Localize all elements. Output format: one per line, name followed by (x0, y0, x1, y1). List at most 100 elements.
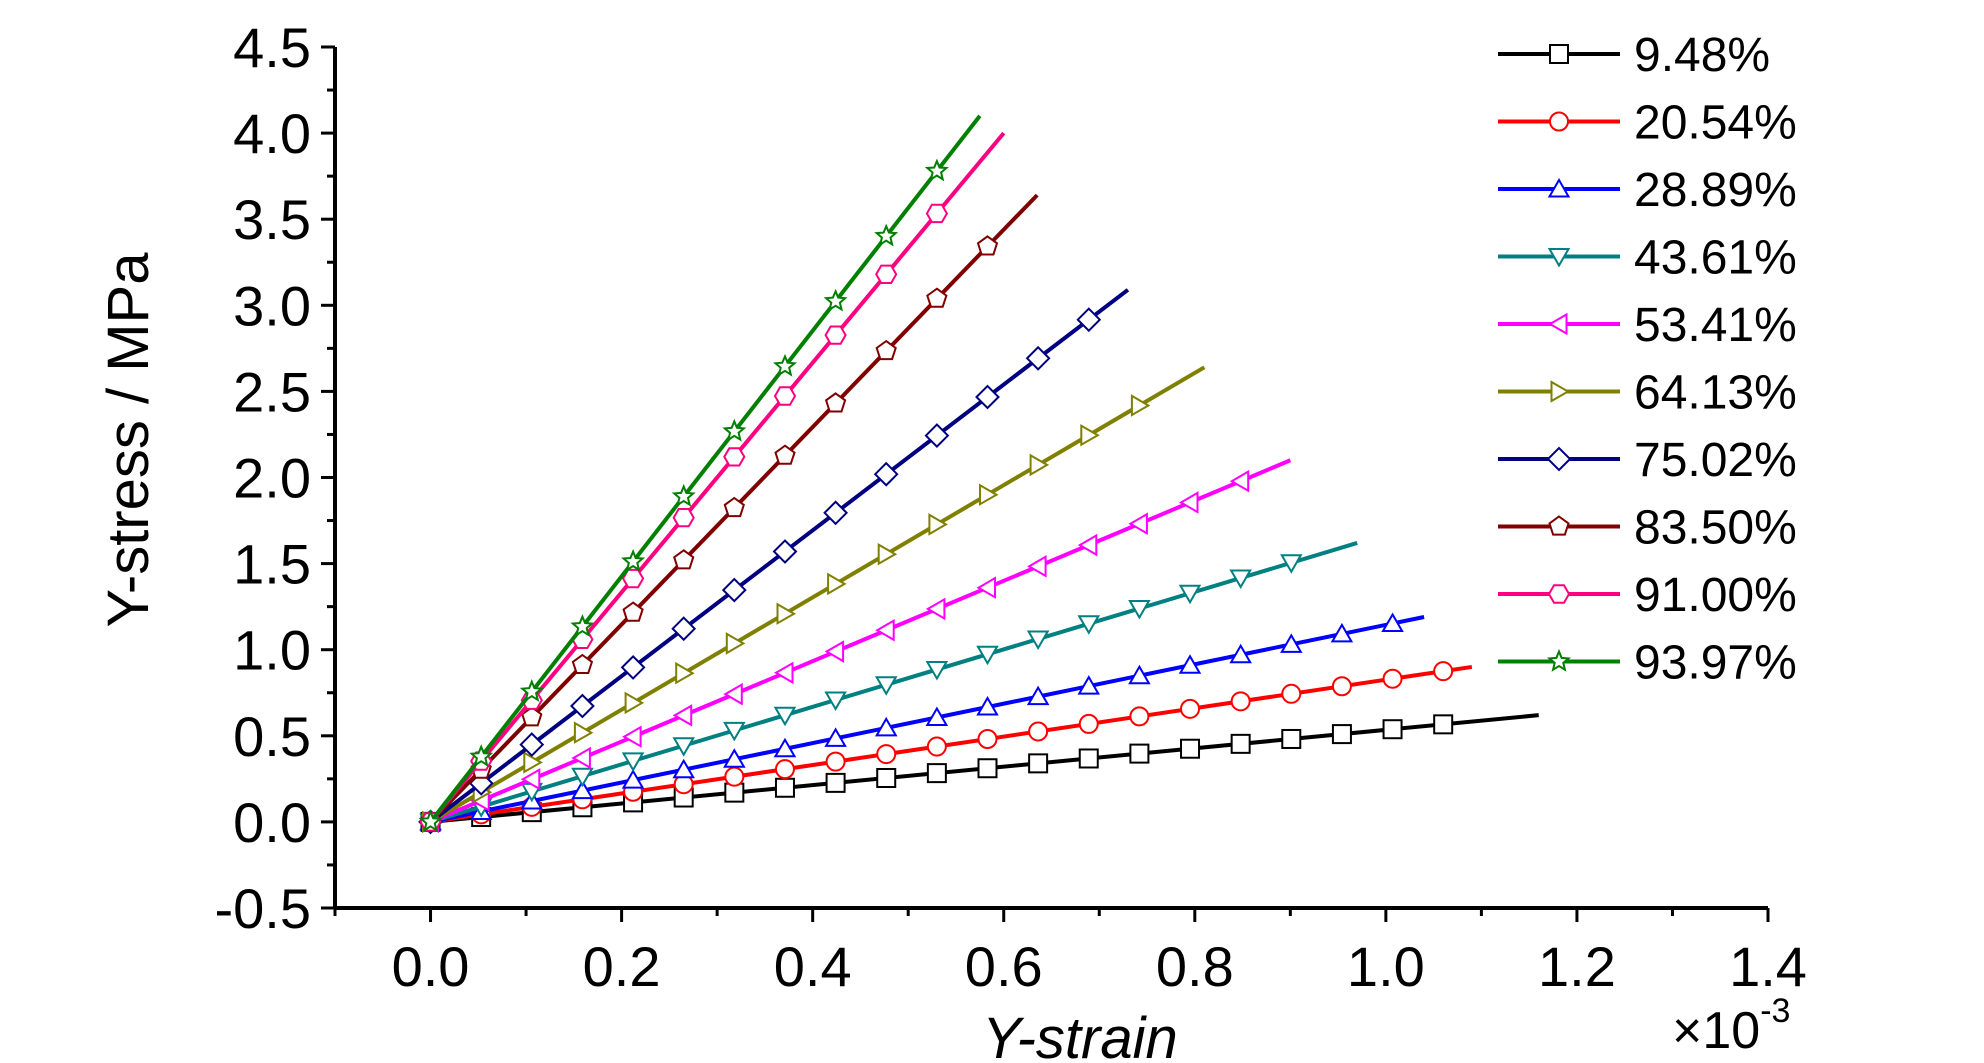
data-point-marker (824, 727, 847, 747)
data-point-marker (1028, 721, 1049, 742)
x-multiplier-exponent: -3 (1760, 992, 1790, 1030)
data-point-marker (874, 223, 899, 247)
data-point-marker (1433, 661, 1454, 682)
series-43.61% (419, 541, 1358, 833)
data-point-marker (1128, 512, 1148, 536)
data-point-marker (773, 706, 797, 727)
data-point-marker (979, 483, 999, 506)
data-point-marker (925, 597, 946, 621)
legend-label: 93.97% (1634, 637, 1797, 690)
data-point-marker (1433, 714, 1454, 735)
data-point-marker (925, 203, 949, 224)
x-tick-label: 0.4 (774, 935, 852, 998)
data-point-marker (672, 737, 695, 757)
data-point-marker (521, 706, 543, 727)
legend-label: 28.89% (1634, 164, 1797, 217)
data-point-marker (1080, 423, 1100, 447)
series-line (430, 615, 1425, 824)
data-point-marker (1281, 683, 1302, 704)
data-point-marker (723, 496, 745, 518)
data-point-marker (1077, 615, 1101, 635)
legend-item: 75.02% (1498, 434, 1797, 487)
data-point-marker (823, 500, 849, 526)
series-83.50% (419, 193, 1039, 831)
data-point-marker (977, 729, 998, 750)
data-point-marker (1330, 622, 1354, 643)
data-point-marker (1129, 743, 1150, 764)
data-point-marker (1381, 612, 1404, 632)
data-point-marker (774, 661, 794, 685)
data-point-marker (1077, 675, 1101, 695)
legend: 9.48% 20.54% 28.89% 43.61% 53.41% 64.13% 75.02… (1498, 29, 1797, 690)
data-point-marker (1179, 491, 1199, 514)
data-point-marker (1382, 668, 1403, 689)
data-point-marker (874, 676, 898, 696)
data-point-marker (1025, 345, 1051, 371)
data-point-marker (1547, 312, 1568, 336)
x-tick-label: 0.6 (965, 935, 1043, 998)
series-line (428, 131, 1006, 824)
data-point-marker (925, 661, 949, 681)
data-point-marker (825, 751, 846, 772)
data-point-marker (823, 288, 848, 312)
data-point-marker (1550, 380, 1571, 403)
legend-item: 9.48% (1498, 29, 1770, 82)
legend-item: 93.97% (1498, 637, 1797, 690)
data-point-marker (773, 353, 797, 377)
data-point-marker (672, 508, 695, 528)
data-point-marker (774, 759, 795, 780)
data-point-marker (1281, 728, 1302, 749)
data-point-marker (571, 653, 594, 674)
data-point-marker (622, 725, 642, 748)
x-tick-label: 0.2 (583, 935, 661, 998)
data-point-marker (418, 809, 443, 833)
data-point-marker (469, 744, 494, 768)
series-line (429, 365, 1206, 824)
series-93.97% (418, 114, 982, 833)
data-point-marker (1549, 111, 1569, 132)
data-point-marker (675, 661, 695, 685)
y-tick-label: 4.0 (233, 102, 311, 165)
data-point-marker (773, 386, 797, 406)
legend-label: 9.48% (1634, 29, 1770, 82)
data-point-marker (1027, 555, 1047, 578)
y-tick-label: 3.5 (233, 188, 311, 251)
data-point-marker (1077, 533, 1098, 557)
data-point-marker (1128, 664, 1151, 685)
x-axis-multiplier: ×10-3 (1672, 992, 1790, 1060)
legend-label: 83.50% (1634, 502, 1797, 555)
x-multiplier-base: ×10 (1672, 1002, 1760, 1060)
series-75.02% (418, 288, 1130, 835)
data-point-marker (924, 423, 950, 449)
data-point-marker (875, 339, 897, 361)
data-point-marker (571, 767, 594, 788)
axes: -0.5 0.0 0.5 1.0 1.5 2.0 2.5 3.0 3.5 4.0 4.5 0.0 0.2… (215, 16, 1807, 998)
data-point-marker (825, 772, 846, 793)
series-line (429, 458, 1292, 824)
data-point-marker (924, 158, 949, 182)
data-point-marker (1180, 698, 1201, 719)
data-point-marker (1547, 584, 1571, 604)
data-point-marker (875, 618, 895, 642)
data-point-marker (1280, 633, 1303, 653)
y-tick-label: 1.0 (233, 619, 311, 682)
y-tick-label: 3.0 (233, 274, 311, 337)
series-64.13% (422, 365, 1206, 834)
data-point-marker (1331, 676, 1352, 697)
data-point-marker (774, 444, 796, 465)
data-point-marker (1180, 738, 1201, 759)
data-point-marker (723, 447, 746, 467)
data-point-marker (621, 769, 645, 789)
data-point-marker (824, 392, 847, 413)
data-point-marker (624, 691, 645, 715)
data-point-marker (874, 716, 898, 737)
data-point-marker (673, 549, 695, 570)
x-axis-title: Y-strain (982, 1006, 1178, 1063)
data-point-marker (976, 235, 999, 256)
data-point-marker (571, 746, 591, 770)
data-point-marker (925, 706, 949, 726)
data-point-marker (774, 777, 795, 798)
data-point-marker (976, 576, 996, 599)
data-point-marker (1229, 643, 1252, 664)
